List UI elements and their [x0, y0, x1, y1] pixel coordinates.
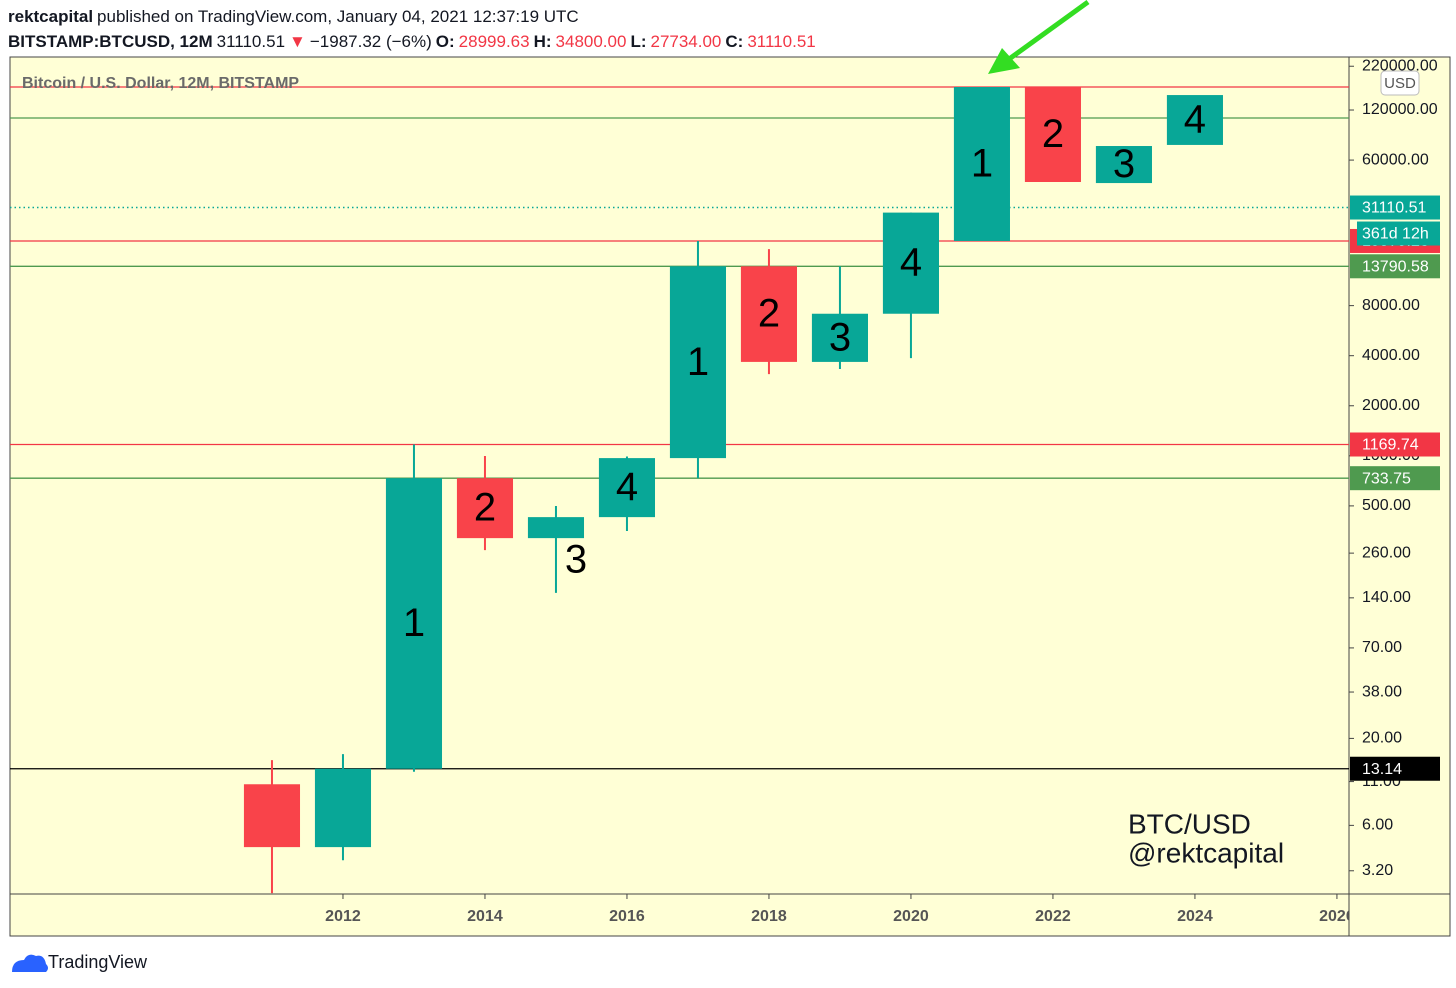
y-tick-label: 220000.00: [1362, 57, 1438, 74]
y-tick-label: 60000.00: [1362, 151, 1429, 168]
footer: TradingView: [12, 952, 148, 972]
projection-label: 2: [1042, 112, 1064, 156]
chart-background: [9, 56, 1451, 937]
projection-box: [1024, 87, 1081, 182]
candle-body: [314, 768, 372, 848]
y-tick-label: 260.00: [1362, 544, 1411, 561]
y-tick-label: 140.00: [1362, 589, 1411, 606]
cycle-label: 2: [474, 486, 496, 530]
countdown: 361d 12h: [1362, 226, 1429, 243]
projection-label: 1: [971, 142, 993, 186]
open: 28999.63: [458, 32, 530, 51]
candle-body: [456, 478, 514, 539]
projection-label: 4: [1184, 98, 1206, 142]
candle-body: [385, 478, 443, 769]
projection-box: [1095, 146, 1152, 184]
price-label-bg: [1350, 432, 1440, 457]
y-tick-label: 120000.00: [1362, 101, 1438, 118]
candle-body: [740, 266, 797, 362]
brand: TradingView: [48, 952, 148, 972]
y-tick-label: 500.00: [1362, 497, 1411, 514]
low: 27734.00: [650, 32, 722, 51]
x-tick-label: 2012: [325, 908, 361, 925]
x-tick-label: 2020: [893, 908, 929, 925]
cycle-label: 4: [616, 465, 638, 509]
h-label: H:: [533, 32, 552, 51]
high: 34800.00: [555, 32, 627, 51]
price-label-bg: [1350, 254, 1440, 279]
arrow: ▼: [289, 32, 306, 51]
projection-box: [953, 87, 1010, 241]
candle-body: [598, 458, 656, 518]
arrow-shaft: [1003, 0, 1090, 65]
price-label: 733.75: [1362, 470, 1411, 487]
arrow: [988, 0, 1090, 74]
author: rektcapital: [8, 7, 94, 26]
header: rektcapital published on TradingView.com,…: [8, 4, 820, 54]
y-tick-label: 3.20: [1362, 862, 1393, 879]
y-tick-label: 20.00: [1362, 730, 1402, 747]
x-tick-label: 2026: [1319, 908, 1355, 925]
c-label: C:: [725, 32, 744, 51]
candle-body: [811, 313, 868, 362]
candle-body: [527, 517, 585, 539]
projection-box: [1166, 95, 1223, 145]
y-tick-label: 2000.00: [1362, 397, 1420, 414]
close: 31110.51: [747, 32, 816, 51]
cycle-label: 2: [758, 292, 780, 336]
unit-button[interactable]: [1380, 70, 1420, 96]
price-label: 13790.58: [1362, 259, 1429, 276]
price-label: 31110.51: [1362, 200, 1426, 217]
chart-title: Bitcoin / U.S. Dollar, 12M, BITSTAMP: [22, 75, 299, 92]
x-tick-label: 2018: [751, 908, 787, 925]
x-tick-label: 2024: [1177, 908, 1213, 925]
header-line-2: BITSTAMP:BTCUSD, 12M 31110.51 ▼ −1987.32 (−…: [8, 29, 820, 54]
l-label: L:: [630, 32, 647, 51]
unit-button-label[interactable]: USD: [1384, 75, 1416, 92]
y-tick-label: 6.00: [1362, 817, 1393, 834]
overlay: Bitcoin / U.S. Dollar, 12M, BITSTAMP USD…: [22, 0, 1420, 868]
price-label-bg: [1350, 466, 1440, 491]
y-tick-label: 38.00: [1362, 683, 1402, 700]
cycle-label: 3: [829, 315, 851, 359]
symbol: BITSTAMP:BTCUSD, 12M: [8, 32, 213, 51]
header-line-1: rektcapital published on TradingView.com,…: [8, 4, 820, 29]
arrow-head: [988, 48, 1020, 74]
candle-body: [243, 784, 301, 848]
cycle-label: 1: [687, 340, 709, 384]
o-label: O:: [435, 32, 455, 51]
last: 31110.51: [216, 32, 286, 51]
x-axis: 2012 2014 2016 2018 2020 2022 2024 2026: [325, 894, 1355, 925]
y-tick-label: 70.00: [1362, 639, 1402, 656]
annotation: BTC/USD: [1128, 808, 1251, 839]
price-label-bg: [1350, 756, 1440, 781]
change: −1987.32 (−6%): [309, 32, 432, 51]
y-axis: 220000.00 120000.00 60000.00 8000.00 4000.00…: [1349, 57, 1440, 879]
cycle-label: 1: [403, 601, 425, 645]
countdown-bg: [1357, 221, 1440, 246]
price-label-bg: [1350, 195, 1440, 220]
logo: [12, 954, 48, 972]
x-tick-label: 2022: [1035, 908, 1071, 925]
x-tick-label: 2016: [609, 908, 645, 925]
price-label: 13.14: [1362, 761, 1402, 778]
candle-body: [669, 266, 727, 459]
published: published on TradingView.com, January 04…: [97, 7, 579, 26]
candle-body: [882, 212, 939, 314]
cycle-label: 3: [565, 538, 587, 582]
projection-label: 3: [1113, 142, 1135, 186]
y-tick-label: 4000.00: [1362, 347, 1420, 364]
cycle-label: 4: [900, 241, 922, 285]
x-tick-label: 2014: [467, 908, 503, 925]
y-tick-label: 8000.00: [1362, 297, 1420, 314]
annotation: @rektcapital: [1128, 837, 1284, 868]
price-label: 1169.74: [1362, 437, 1419, 454]
